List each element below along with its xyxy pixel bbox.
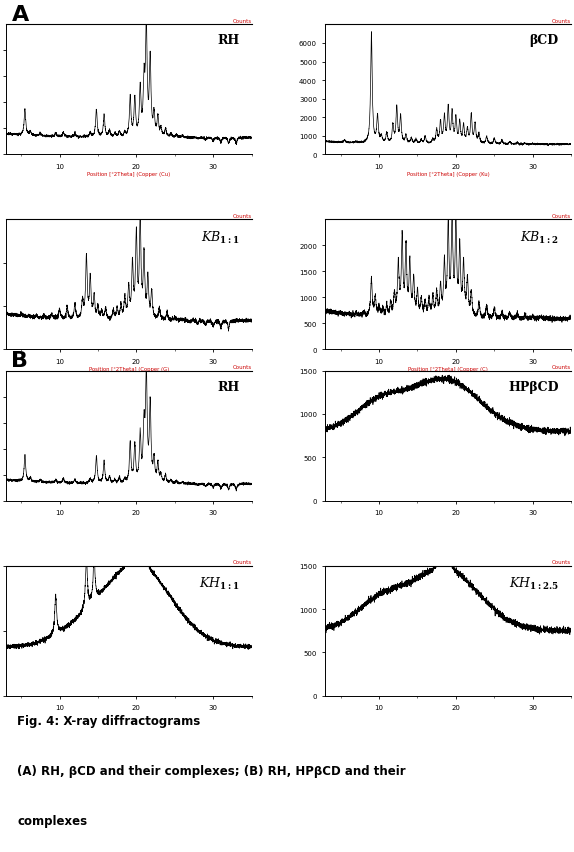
X-axis label: Position [°2Theta] (Copper (Cu): Position [°2Theta] (Copper (Cu) — [87, 171, 170, 176]
Text: Counts: Counts — [232, 560, 251, 565]
Text: B: B — [11, 351, 28, 371]
Text: RH: RH — [217, 380, 239, 394]
Text: HPβCD: HPβCD — [509, 380, 559, 394]
X-axis label: Position [°2Theta] (Copper (G): Position [°2Theta] (Copper (G) — [88, 366, 169, 371]
Text: Fig. 4: X-ray diffractograms: Fig. 4: X-ray diffractograms — [17, 714, 200, 727]
Text: Counts: Counts — [552, 214, 571, 219]
Text: (A) RH, βCD and their complexes; (B) RH, HPβCD and their: (A) RH, βCD and their complexes; (B) RH,… — [17, 764, 406, 777]
Text: complexes: complexes — [17, 815, 87, 827]
Text: $KB_{{\mathregular{1:1}}}$: $KB_{{\mathregular{1:1}}}$ — [201, 229, 239, 245]
X-axis label: Position [°2Theta] (Copper (Ku): Position [°2Theta] (Copper (Ku) — [407, 171, 490, 176]
Text: Counts: Counts — [232, 365, 251, 370]
X-axis label: Position [°2Theta] (Copper (C): Position [°2Theta] (Copper (C) — [408, 366, 488, 371]
Text: Counts: Counts — [552, 560, 571, 565]
Text: Counts: Counts — [232, 214, 251, 219]
Text: Counts: Counts — [552, 365, 571, 370]
Text: $KH_{{\mathregular{1:2.5}}}$: $KH_{{\mathregular{1:2.5}}}$ — [509, 575, 559, 591]
Text: βCD: βCD — [530, 34, 559, 48]
Text: Counts: Counts — [232, 19, 251, 24]
Text: A: A — [11, 5, 29, 25]
Text: Counts: Counts — [552, 19, 571, 24]
Text: $KB_{{\mathregular{1:2}}}$: $KB_{{\mathregular{1:2}}}$ — [520, 229, 559, 245]
Text: RH: RH — [217, 34, 239, 48]
Text: $KH_{{\mathregular{1:1}}}$: $KH_{{\mathregular{1:1}}}$ — [199, 575, 239, 591]
